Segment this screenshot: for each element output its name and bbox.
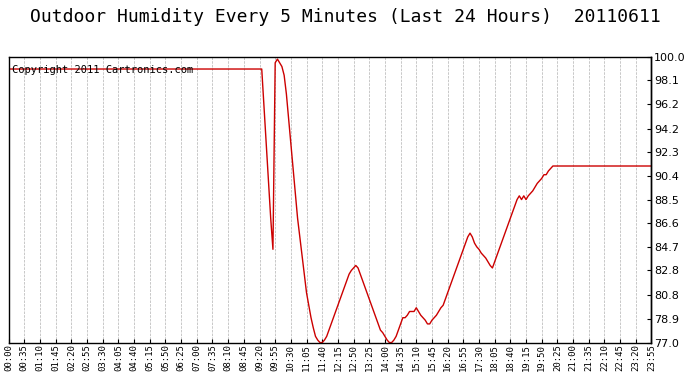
- Text: Copyright 2011 Cartronics.com: Copyright 2011 Cartronics.com: [12, 65, 193, 75]
- Text: Outdoor Humidity Every 5 Minutes (Last 24 Hours)  20110611: Outdoor Humidity Every 5 Minutes (Last 2…: [30, 8, 660, 26]
